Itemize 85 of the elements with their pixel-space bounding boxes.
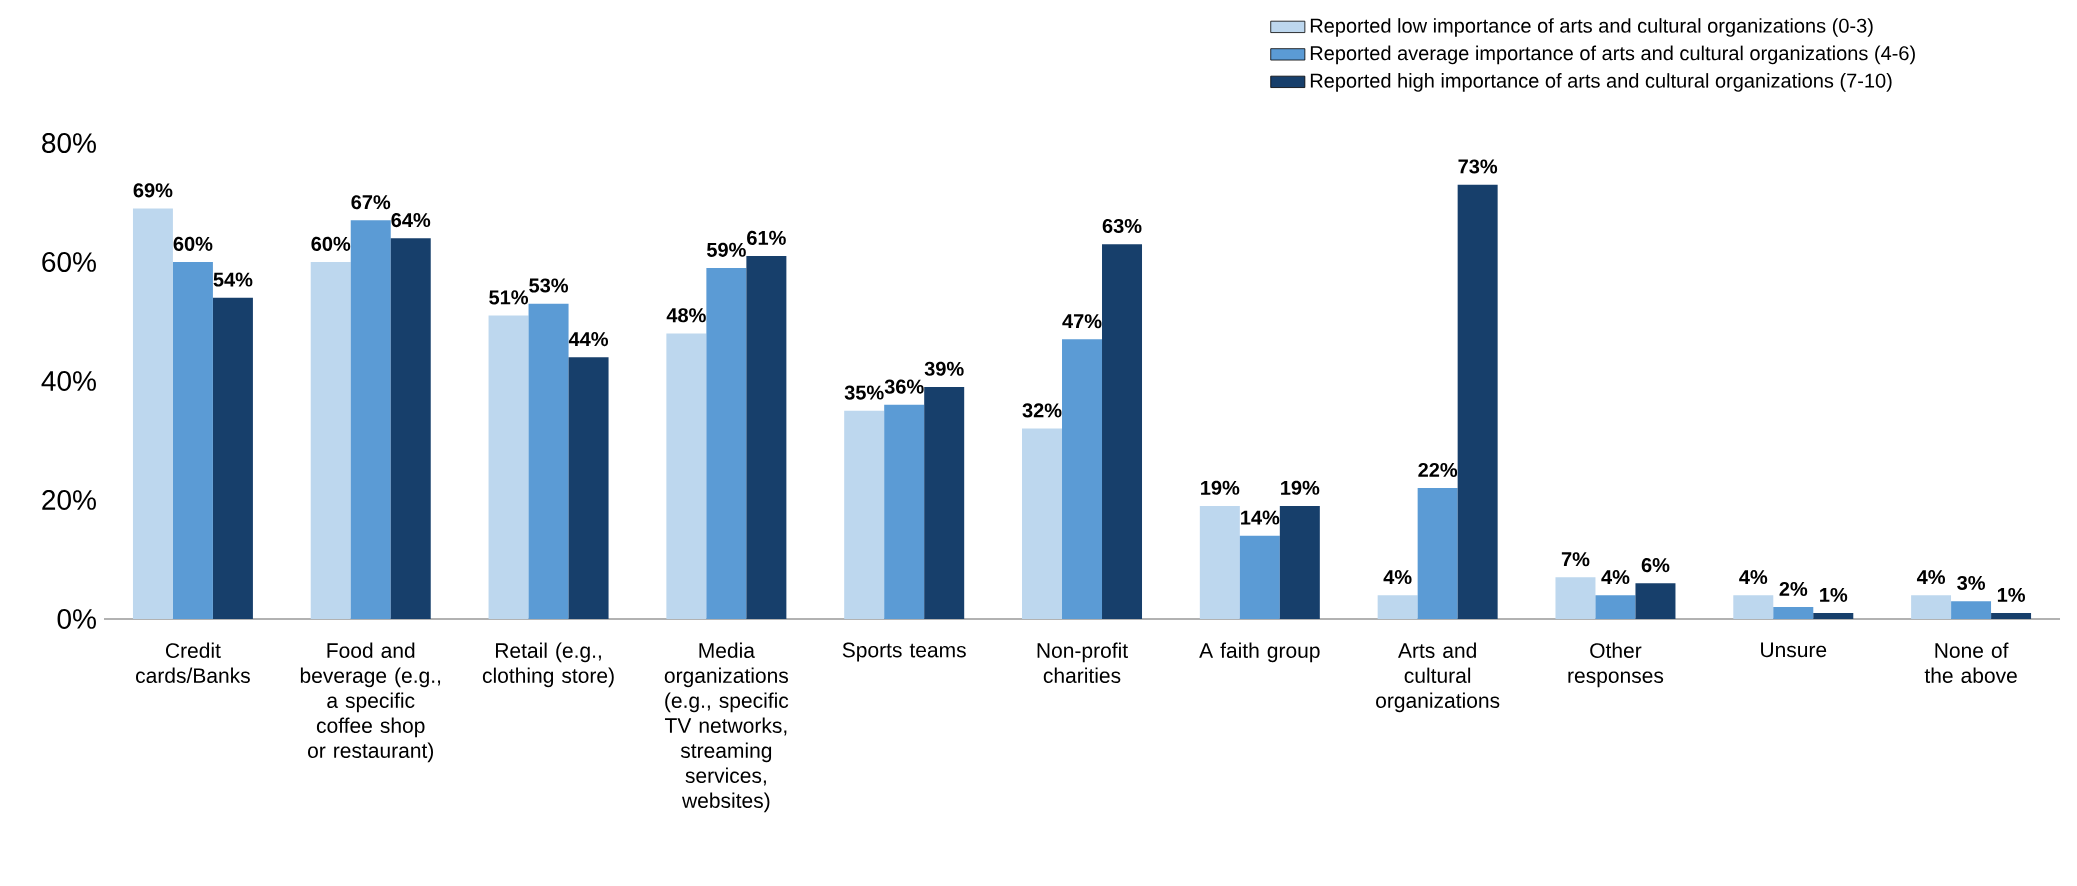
x-tick-label: Sports teams [842,642,966,662]
bar [924,386,965,619]
y-tick-label: 60% [42,252,96,272]
bar [1239,535,1280,619]
x-tick-label: Media organizations (e.g., specific TV networks, streaming services, websites) [664,642,789,813]
data-label: 4% [1601,570,1630,585]
bar [1199,505,1240,619]
data-label: 69% [133,183,173,198]
data-label: 3% [1957,575,1986,591]
data-label: 19% [1281,480,1320,495]
y-tick-label: 0% [57,609,96,629]
data-label: 73% [1458,159,1498,174]
data-label: 6% [1641,558,1670,573]
legend-label: Reported low importance of arts and cultural organizations (0-3) [1310,18,1873,37]
data-label: 64% [391,212,431,228]
data-label: 32% [1022,403,1062,418]
x-tick-label: Unsure [1761,642,1827,658]
data-label: 19% [1201,480,1240,495]
bar [1555,577,1596,619]
bar [528,303,569,619]
bar [1377,595,1418,619]
x-tick-label: Non-profit charities [1037,642,1128,684]
bar [1279,505,1320,619]
data-label: 35% [844,385,884,400]
data-label: 22% [1418,462,1458,478]
bar [212,297,253,619]
bar [172,262,213,619]
legend-label: Reported high importance of arts and cultural organizations (7-10) [1310,73,1892,92]
y-tick-label: 40% [41,371,96,391]
bar [844,410,885,619]
x-tick-label: Credit cards/Banks [136,642,250,684]
x-tick-label: Other responses [1568,642,1664,688]
legend-label: Reported average importance of arts and cultural organizations (4-6) [1310,45,1915,65]
data-label: 14% [1241,510,1280,525]
bar [746,256,787,619]
data-label: 1% [1820,587,1848,602]
data-label: 60% [173,236,213,251]
bar [1102,244,1143,619]
data-label: 48% [666,308,706,323]
bar [390,238,431,619]
data-label: 4% [1739,570,1768,585]
bar [1813,613,1854,619]
data-label: 4% [1916,570,1946,585]
data-label: 36% [884,379,924,394]
x-tick-label: Retail (e.g., clothing store) [482,642,614,688]
bar [884,404,925,619]
data-label: 47% [1062,314,1102,329]
bar [1991,613,2032,619]
bar [1911,595,1952,619]
bar [1595,595,1636,619]
bar [1951,601,1992,619]
data-label: 61% [747,230,786,245]
data-label: 39% [924,361,964,376]
bar [1062,339,1103,619]
bar [706,267,747,619]
x-tick-label: None of the above [1924,642,2017,683]
bar [1773,607,1814,619]
bar [1635,583,1676,619]
data-label: 59% [706,242,746,257]
data-label: 2% [1779,581,1808,597]
data-label: 53% [529,278,569,293]
bar [1417,488,1458,619]
y-tick-label: 80% [42,133,96,153]
data-label: 7% [1561,552,1590,567]
data-label: 51% [489,290,529,305]
data-label: 44% [568,332,609,347]
bar [132,208,173,619]
data-label: 1% [1997,587,2026,602]
bar [488,315,529,619]
data-label: 4% [1383,570,1412,585]
x-tick-label: A faith group [1199,642,1320,663]
bar [310,262,351,619]
data-label: 63% [1102,218,1142,234]
data-label: 60% [311,236,351,251]
y-tick-label: 20% [42,490,96,510]
bar [350,220,391,619]
bar [1022,428,1063,619]
bar [666,333,707,619]
bar [1733,595,1774,619]
x-tick-label: Arts and cultural organizations [1376,642,1500,713]
x-tick-label: Food and beverage (e.g., a specific coffee shop or restaurant) [300,642,441,763]
data-label: 67% [351,195,391,210]
bar [1457,184,1498,619]
data-label: 54% [213,272,253,287]
bar [568,357,609,619]
